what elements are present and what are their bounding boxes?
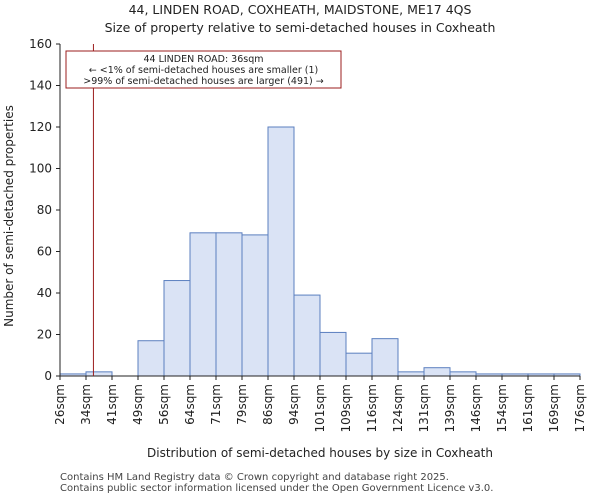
x-tick-label: 86sqm (261, 384, 275, 425)
chart-subtitle: Size of property relative to semi-detach… (104, 20, 496, 35)
histogram-bar (137, 340, 165, 377)
x-tick-label: 109sqm (339, 384, 353, 432)
histogram-bar (345, 352, 373, 377)
histogram-bar (397, 371, 425, 377)
y-tick-label: 160 (29, 37, 52, 51)
histogram-bar (241, 234, 269, 377)
histogram-bar (449, 371, 477, 377)
x-tick-label: 41sqm (105, 384, 119, 425)
footer-licence: Contains public sector information licen… (60, 483, 494, 494)
y-tick-label: 80 (37, 203, 52, 217)
x-tick-label: 94sqm (287, 384, 301, 425)
x-tick-label: 146sqm (469, 384, 483, 432)
y-axis: 0 20 40 60 80 100 120 140 160 (29, 37, 61, 383)
x-tick-label: 64sqm (183, 384, 197, 425)
histogram-bar (215, 232, 243, 377)
histogram-bar (293, 294, 321, 377)
y-tick-label: 120 (29, 120, 52, 134)
x-tick-label: 56sqm (157, 384, 171, 425)
x-tick-label: 154sqm (495, 384, 509, 432)
x-tick-label: 139sqm (443, 384, 457, 432)
histogram-bar (163, 280, 191, 377)
x-tick-label: 116sqm (365, 384, 379, 432)
annotation-line-2: ← <1% of semi-detached houses are smalle… (89, 65, 318, 76)
y-axis-title: Number of semi-detached properties (2, 105, 16, 327)
x-axis-title: Distribution of semi-detached houses by … (147, 446, 493, 460)
bars-group (59, 126, 581, 377)
x-tick-label: 49sqm (131, 384, 145, 425)
x-tick-label: 79sqm (235, 384, 249, 425)
y-tick-label: 20 (37, 328, 52, 342)
footer-copyright: Contains HM Land Registry data © Crown c… (60, 472, 449, 483)
histogram-bar (85, 371, 113, 377)
x-tick-label: 71sqm (209, 384, 223, 425)
x-tick-label: 161sqm (521, 384, 535, 432)
histogram-bar (319, 331, 347, 377)
x-tick-label: 176sqm (573, 384, 587, 432)
histogram-chart: 0 20 40 60 80 100 120 140 160 26sqm 34sqm 41sqm 49s… (2, 37, 587, 460)
y-tick-label: 0 (44, 369, 52, 383)
y-tick-label: 40 (37, 286, 52, 300)
x-tick-label: 169sqm (547, 384, 561, 432)
annotation-border (65, 50, 342, 89)
x-axis: 26sqm 34sqm 41sqm 49sqm 56sqm 64sqm 71sqm 79sqm… (53, 375, 587, 432)
y-tick-label: 100 (29, 162, 52, 176)
histogram-bar (189, 232, 217, 377)
x-tick-label: 26sqm (53, 384, 67, 425)
chart-title: 44, LINDEN ROAD, COXHEATH, MAIDSTONE, ME… (128, 2, 472, 17)
x-tick-label: 101sqm (313, 384, 327, 432)
histogram-bar (267, 126, 295, 377)
histogram-bar (423, 367, 451, 377)
y-tick-label: 140 (29, 79, 52, 93)
histogram-bar (371, 338, 399, 377)
x-tick-label: 124sqm (391, 384, 405, 432)
y-tick-label: 60 (37, 245, 52, 259)
x-tick-label: 131sqm (417, 384, 431, 432)
annotation-box: 44 LINDEN ROAD: 36sqm ← <1% of semi-deta… (65, 50, 342, 89)
annotation-line-3: >99% of semi-detached houses are larger … (83, 76, 324, 87)
annotation-line-1: 44 LINDEN ROAD: 36sqm (143, 54, 263, 65)
x-tick-label: 34sqm (79, 384, 93, 425)
